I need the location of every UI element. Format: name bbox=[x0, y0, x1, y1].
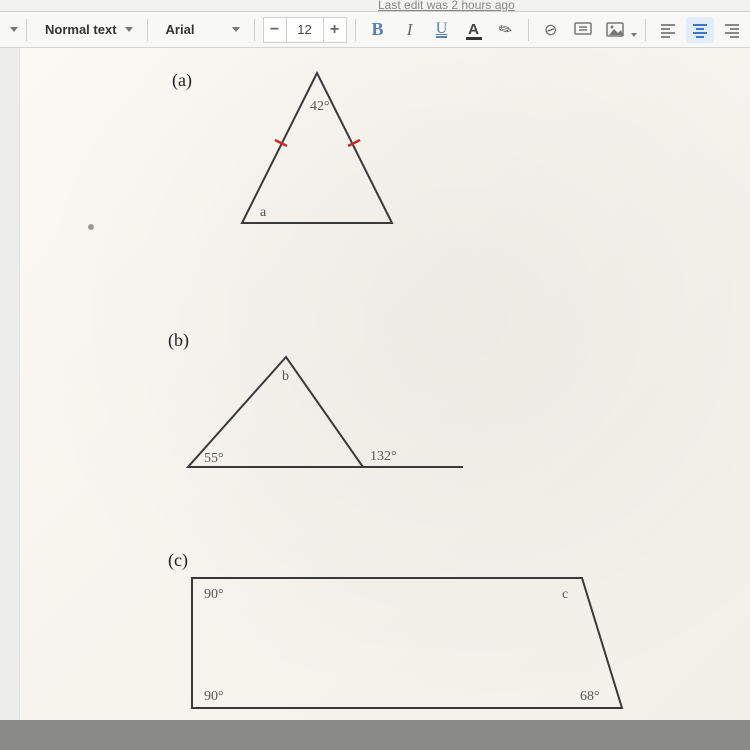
font-family-label: Arial bbox=[166, 22, 195, 37]
figure-c-top-left-angle: 90° bbox=[204, 587, 224, 602]
figure-b-label: (b) bbox=[168, 330, 189, 351]
bullet-dot bbox=[88, 224, 94, 230]
figure-a-label: (a) bbox=[172, 70, 192, 91]
separator bbox=[147, 19, 148, 41]
font-size-value[interactable]: 12 bbox=[287, 17, 323, 43]
figure-b-top-label: b bbox=[282, 369, 289, 384]
partial-menubar: Last edit was 2 hours ago bbox=[0, 0, 750, 12]
align-center-button[interactable] bbox=[686, 17, 714, 43]
separator bbox=[528, 19, 529, 41]
insert-link-button[interactable]: ⊖ bbox=[537, 17, 565, 43]
insert-image-button[interactable] bbox=[601, 17, 629, 43]
paragraph-style-dropdown[interactable]: Normal text bbox=[35, 17, 139, 43]
paragraph-style-label: Normal text bbox=[45, 22, 117, 37]
highlighter-button[interactable]: ✎ bbox=[492, 17, 520, 43]
figure-b-triangle: b 55° 132° bbox=[178, 352, 478, 482]
font-size-increase-button[interactable]: + bbox=[323, 17, 347, 43]
figure-a-apex-angle: 42° bbox=[310, 99, 330, 114]
separator bbox=[26, 19, 27, 41]
chevron-down-icon bbox=[125, 27, 133, 32]
figure-c-bottom-right-angle: 68° bbox=[580, 689, 600, 704]
figure-a-triangle: 42° a bbox=[232, 68, 412, 238]
separator bbox=[254, 19, 255, 41]
align-left-button[interactable] bbox=[654, 17, 682, 43]
chevron-down-icon[interactable] bbox=[10, 27, 18, 32]
document-page: (a) 42° a (b) b 55° 132° (c) 90° 90° 68°… bbox=[20, 48, 750, 720]
chevron-down-icon bbox=[232, 27, 240, 32]
left-gutter bbox=[0, 48, 20, 720]
figure-b-left-angle: 55° bbox=[204, 451, 224, 466]
separator bbox=[355, 19, 356, 41]
toolbar: Normal text Arial − 12 + B I U A ✎ ⊖ bbox=[0, 12, 750, 48]
underline-button[interactable]: U bbox=[428, 17, 456, 43]
figure-c-quadrilateral: 90° 90° 68° c bbox=[182, 568, 652, 723]
figure-c-top-right-label: c bbox=[562, 587, 568, 602]
bold-button[interactable]: B bbox=[364, 17, 392, 43]
font-size-decrease-button[interactable]: − bbox=[263, 17, 287, 43]
figure-c-bottom-left-angle: 90° bbox=[204, 689, 224, 704]
separator bbox=[645, 19, 646, 41]
insert-comment-button[interactable] bbox=[569, 17, 597, 43]
last-edit-status[interactable]: Last edit was 2 hours ago bbox=[378, 0, 515, 12]
italic-button[interactable]: I bbox=[396, 17, 424, 43]
align-right-button[interactable] bbox=[718, 17, 746, 43]
app-window: Last edit was 2 hours ago Normal text Ar… bbox=[0, 0, 750, 720]
figure-b-right-ext-angle: 132° bbox=[370, 449, 397, 464]
figure-a-base-label: a bbox=[260, 205, 267, 220]
text-color-button[interactable]: A bbox=[460, 17, 488, 43]
font-size-control: − 12 + bbox=[263, 17, 347, 43]
chevron-down-icon[interactable] bbox=[631, 33, 637, 37]
font-family-dropdown[interactable]: Arial bbox=[156, 17, 246, 43]
